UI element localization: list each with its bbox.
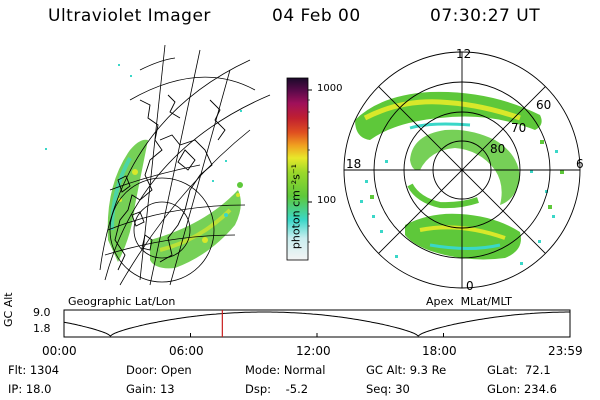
orbit-altitude-plot <box>63 309 571 338</box>
info-gcalt: GC Alt: 9.3 Re <box>366 363 447 377</box>
colorbar <box>286 77 312 261</box>
instrument-title: Ultraviolet Imager <box>48 6 211 26</box>
info-glon: GLon: 234.6 <box>487 382 557 396</box>
mlt-label-18: 18 <box>346 157 362 171</box>
orbit-xtick-0600: 06:00 <box>169 344 204 358</box>
mlt-label-0: 0 <box>466 279 474 293</box>
mlt-label-12: 12 <box>456 47 472 61</box>
orbit-xtick-0000: 00:00 <box>42 344 77 358</box>
mlat-label-60: 60 <box>536 98 552 112</box>
polar-grid <box>343 51 581 289</box>
colorbar-tick-100: 100 <box>317 195 337 206</box>
geographic-map-panel <box>45 44 271 286</box>
info-dsp: Dsp: -5.2 <box>245 382 309 396</box>
orbit-altitude-curve <box>63 311 570 337</box>
mlat-label-80: 80 <box>490 142 506 156</box>
orbit-ylabel: GC Alt <box>2 292 15 327</box>
geo-latlon-grid <box>99 44 271 286</box>
info-door: Door: Open <box>126 363 192 377</box>
geo-noise-speckle <box>45 64 242 182</box>
date-label: 04 Feb 00 <box>272 6 361 26</box>
mlt-label-6: 6 <box>576 157 584 171</box>
info-seq: Seq: 30 <box>366 382 410 396</box>
info-mode: Mode: Normal <box>245 363 326 377</box>
orbit-xtick-2359: 23:59 <box>548 344 583 358</box>
orbit-xtick-1200: 12:00 <box>296 344 331 358</box>
geo-coastlines <box>114 94 226 271</box>
orbit-ytick-min: 1.8 <box>33 322 51 335</box>
info-ip: IP: 18.0 <box>8 382 52 396</box>
orbit-x-ticks <box>63 333 571 337</box>
polar-mlat-mlt-panel <box>343 51 581 289</box>
info-gain: Gain: 13 <box>126 382 175 396</box>
geo-aurora-emission <box>107 139 243 269</box>
polar-aurora-emission <box>355 91 564 265</box>
polar-panel-caption: Apex MLat/MLT <box>426 295 512 308</box>
mlat-label-70: 70 <box>511 121 527 135</box>
orbit-ytick-max: 9.0 <box>33 306 51 319</box>
info-glat: GLat: 72.1 <box>487 363 551 377</box>
geo-panel-caption: Geographic Lat/Lon <box>68 295 176 308</box>
orbit-xtick-1800: 18:00 <box>422 344 457 358</box>
time-label: 07:30:27 UT <box>430 6 541 26</box>
colorbar-unit-label: photon cm⁻²s⁻¹ <box>289 163 303 250</box>
colorbar-tick-1000: 1000 <box>317 83 343 94</box>
info-flt: Flt: 1304 <box>8 363 60 377</box>
